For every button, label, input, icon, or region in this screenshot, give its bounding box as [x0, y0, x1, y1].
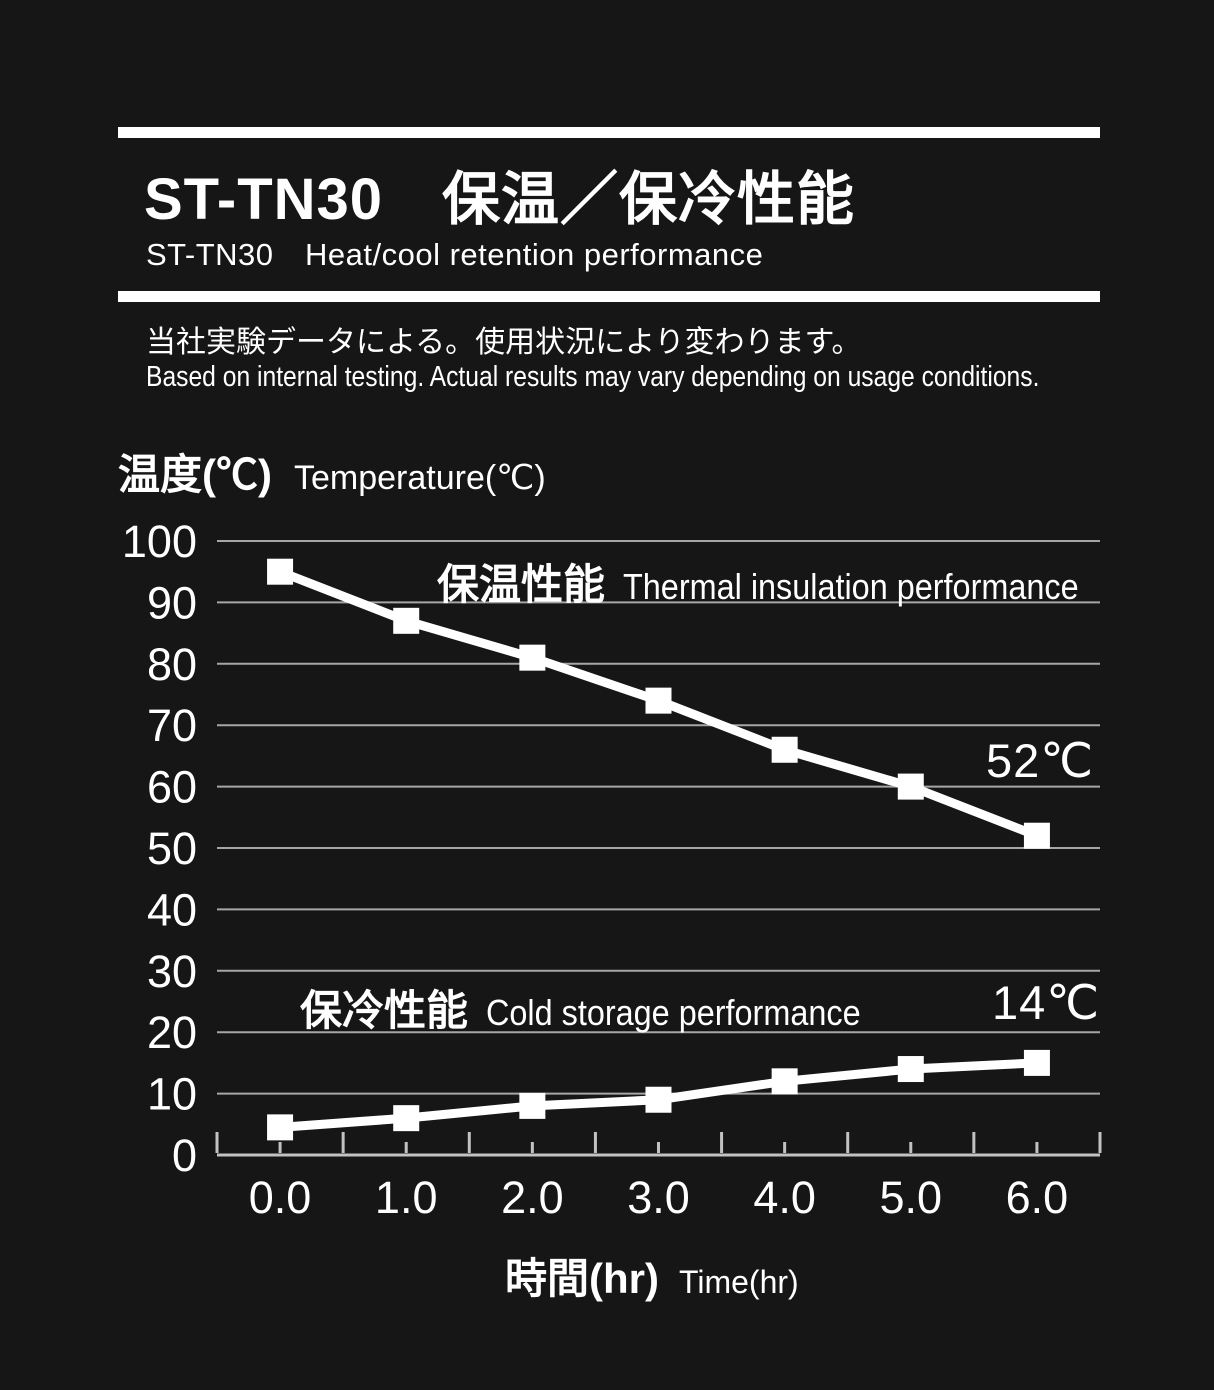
- hot-data-point: [1023, 822, 1050, 849]
- cold-series-label: 保冷性能 Cold storage performance: [300, 977, 902, 1038]
- page-subtitle: ST-TN30 Heat/cool retention performance: [146, 237, 764, 272]
- hot-series-label-en: Thermal insulation performance: [623, 566, 1079, 607]
- y-tick-label: 10: [147, 1069, 197, 1120]
- hot-data-point: [645, 687, 672, 714]
- page-title: ST-TN30 保温／保冷性能: [144, 167, 856, 232]
- x-tick-label: 5.0: [880, 1172, 943, 1223]
- x-axis-title-en: Time(hr): [678, 1264, 799, 1300]
- y-axis-title: 温度(℃) Temperature(℃): [118, 441, 546, 502]
- hot-data-point: [393, 607, 420, 634]
- y-tick-label: 30: [147, 946, 197, 997]
- cold-data-point: [771, 1068, 798, 1095]
- x-tick-label: 0.0: [249, 1172, 312, 1223]
- x-tick-label: 4.0: [753, 1172, 816, 1223]
- hot-data-point: [897, 773, 924, 800]
- cold-data-point: [1023, 1049, 1050, 1076]
- x-axis-title: 時間(hr) Time(hr): [505, 1245, 799, 1306]
- x-tick-label: 6.0: [1006, 1172, 1069, 1223]
- cold-series-label-ja: 保冷性能: [300, 987, 469, 1034]
- y-tick-label: 80: [147, 639, 197, 690]
- title-bottom-rule: [118, 291, 1100, 302]
- y-tick-label: 60: [147, 762, 197, 813]
- cold-data-point: [393, 1105, 420, 1132]
- hot-data-point: [267, 558, 294, 585]
- title-top-rule: [118, 127, 1100, 138]
- y-tick-label: 20: [147, 1007, 197, 1058]
- cold-end-annotation: 14℃: [992, 976, 1101, 1029]
- hot-series-label: 保温性能 Thermal insulation performance: [437, 551, 1129, 612]
- x-tick-label: 1.0: [375, 1172, 438, 1223]
- disclaimer-ja: 当社実験データによる。使用状況により変わります。: [146, 326, 862, 359]
- y-tick-label: 50: [147, 823, 197, 874]
- hot-data-point: [771, 736, 798, 763]
- x-tick-label: 2.0: [501, 1172, 564, 1223]
- cold-series-label-en: Cold storage performance: [486, 992, 861, 1033]
- hot-data-point: [519, 644, 546, 671]
- x-tick-label: 3.0: [627, 1172, 690, 1223]
- y-axis-title-en: Temperature(℃): [293, 459, 546, 497]
- hot-series-label-ja: 保温性能: [437, 561, 606, 608]
- cold-data-point: [519, 1092, 546, 1119]
- cold-data-point: [645, 1086, 672, 1113]
- hot-end-annotation: 52℃: [986, 734, 1095, 787]
- y-axis-title-ja: 温度(℃): [118, 451, 272, 498]
- cold-data-point: [267, 1114, 294, 1141]
- x-axis-title-ja: 時間(hr): [505, 1255, 659, 1302]
- y-tick-label: 0: [172, 1130, 197, 1181]
- y-tick-label: 70: [147, 700, 197, 751]
- disclaimer-en: Based on internal testing. Actual result…: [146, 361, 1040, 393]
- y-tick-label: 40: [147, 884, 197, 935]
- y-tick-label: 100: [122, 516, 197, 567]
- cold-data-point: [897, 1056, 924, 1083]
- y-tick-label: 90: [147, 577, 197, 628]
